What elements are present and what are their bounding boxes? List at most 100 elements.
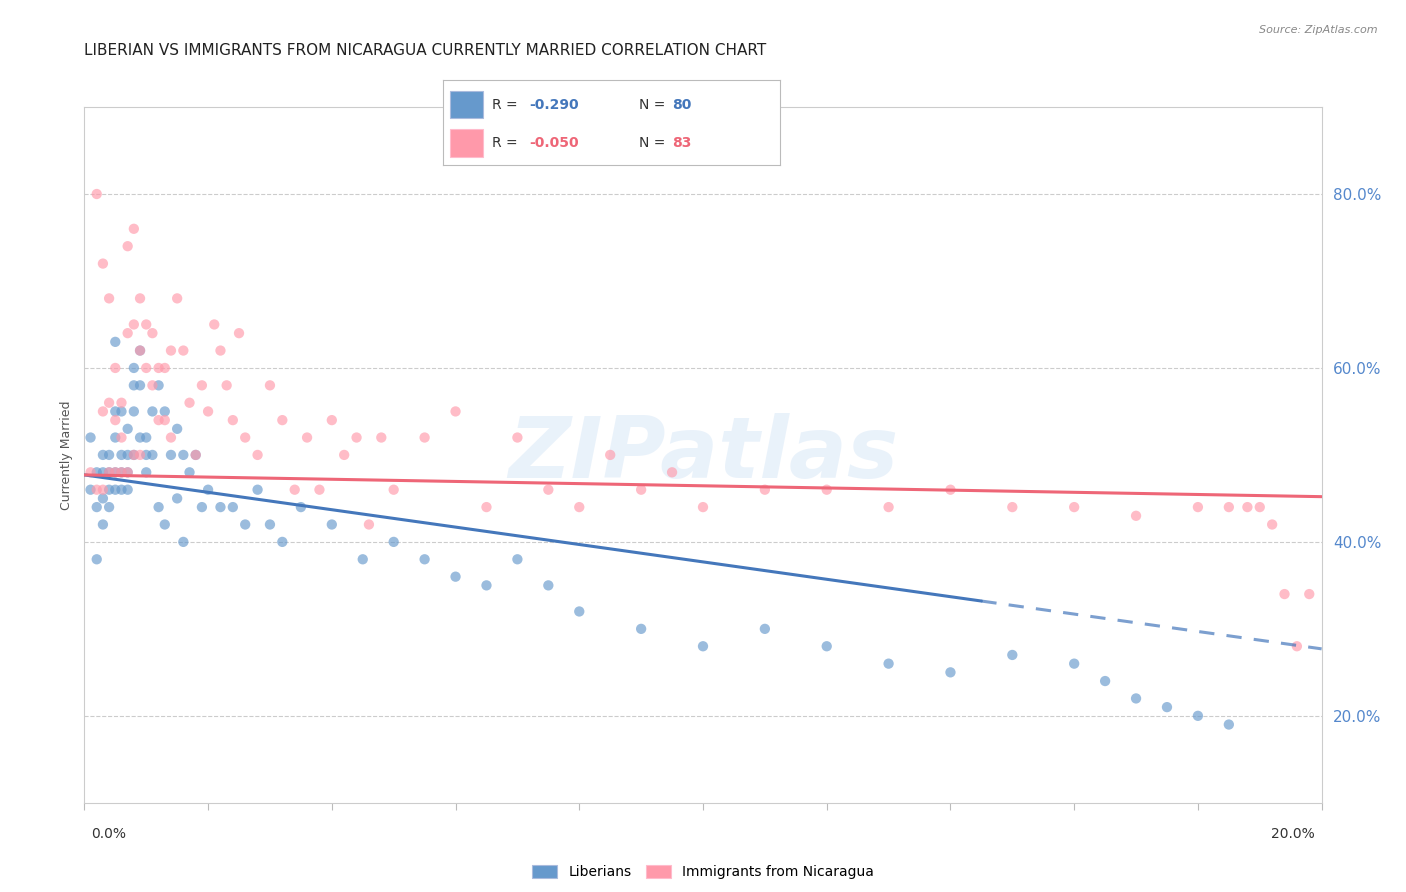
Point bbox=[568, 605, 591, 619]
Point bbox=[599, 448, 621, 462]
Point bbox=[246, 483, 269, 497]
Point bbox=[91, 517, 114, 532]
Point bbox=[537, 483, 560, 497]
Point bbox=[148, 413, 170, 427]
Point bbox=[122, 448, 145, 462]
Point bbox=[135, 360, 157, 375]
Point bbox=[1261, 517, 1284, 532]
Point bbox=[141, 326, 163, 340]
Point bbox=[122, 360, 145, 375]
Point bbox=[129, 448, 152, 462]
Point bbox=[202, 318, 225, 332]
Text: Source: ZipAtlas.com: Source: ZipAtlas.com bbox=[1260, 25, 1378, 35]
FancyBboxPatch shape bbox=[450, 91, 484, 119]
Point bbox=[104, 360, 127, 375]
Point bbox=[321, 413, 343, 427]
Point bbox=[1125, 508, 1147, 523]
Point bbox=[1001, 500, 1024, 514]
Point bbox=[110, 466, 132, 480]
Point bbox=[104, 413, 127, 427]
Point bbox=[357, 517, 380, 532]
Point bbox=[104, 483, 127, 497]
Point bbox=[86, 500, 108, 514]
Point bbox=[179, 466, 201, 480]
Text: 0.0%: 0.0% bbox=[91, 827, 127, 841]
Point bbox=[352, 552, 374, 566]
Point bbox=[91, 257, 114, 271]
Point bbox=[98, 466, 121, 480]
Point bbox=[191, 378, 214, 392]
Point bbox=[179, 395, 201, 409]
Point bbox=[1001, 648, 1024, 662]
Point bbox=[1125, 691, 1147, 706]
Point bbox=[1187, 708, 1209, 723]
Point bbox=[382, 483, 405, 497]
Point bbox=[117, 466, 139, 480]
Point bbox=[259, 517, 281, 532]
Point bbox=[1274, 587, 1296, 601]
Point bbox=[117, 448, 139, 462]
Point bbox=[110, 448, 132, 462]
Point bbox=[209, 343, 232, 358]
Point bbox=[86, 552, 108, 566]
Point bbox=[246, 448, 269, 462]
Point bbox=[153, 404, 176, 418]
Point bbox=[815, 483, 838, 497]
Point bbox=[209, 500, 232, 514]
Point bbox=[259, 378, 281, 392]
Point bbox=[506, 552, 529, 566]
Point bbox=[98, 291, 121, 305]
Legend: Liberians, Immigrants from Nicaragua: Liberians, Immigrants from Nicaragua bbox=[533, 865, 873, 880]
Point bbox=[413, 430, 436, 444]
Point bbox=[91, 466, 114, 480]
Text: N =: N = bbox=[638, 136, 669, 150]
Point bbox=[939, 483, 962, 497]
Point bbox=[122, 318, 145, 332]
Point bbox=[1218, 500, 1240, 514]
Point bbox=[141, 448, 163, 462]
Point bbox=[104, 466, 127, 480]
Point bbox=[370, 430, 392, 444]
Point bbox=[110, 430, 132, 444]
Point bbox=[135, 318, 157, 332]
Point bbox=[153, 517, 176, 532]
Point bbox=[79, 466, 101, 480]
Point bbox=[129, 378, 152, 392]
Point bbox=[148, 360, 170, 375]
Point bbox=[333, 448, 356, 462]
Text: N =: N = bbox=[638, 98, 669, 112]
Point bbox=[1236, 500, 1258, 514]
Point bbox=[91, 491, 114, 506]
Point bbox=[233, 517, 256, 532]
Point bbox=[413, 552, 436, 566]
Point bbox=[79, 430, 101, 444]
Point bbox=[104, 334, 127, 349]
Point bbox=[135, 430, 157, 444]
Point bbox=[98, 483, 121, 497]
Point bbox=[129, 430, 152, 444]
Text: R =: R = bbox=[492, 136, 522, 150]
Point bbox=[271, 534, 294, 549]
Point bbox=[877, 657, 900, 671]
Point bbox=[122, 448, 145, 462]
Point bbox=[475, 500, 498, 514]
Point bbox=[475, 578, 498, 592]
Point bbox=[166, 422, 188, 436]
Point bbox=[290, 500, 312, 514]
Point bbox=[271, 413, 294, 427]
Point bbox=[98, 448, 121, 462]
Point bbox=[110, 395, 132, 409]
Point bbox=[754, 622, 776, 636]
Point bbox=[172, 343, 194, 358]
Point bbox=[86, 186, 108, 201]
Point bbox=[661, 466, 683, 480]
Point bbox=[172, 534, 194, 549]
Point bbox=[1249, 500, 1271, 514]
Point bbox=[284, 483, 307, 497]
Point bbox=[295, 430, 318, 444]
Text: R =: R = bbox=[492, 98, 522, 112]
Point bbox=[815, 639, 838, 653]
Point bbox=[153, 413, 176, 427]
Point bbox=[117, 422, 139, 436]
Point bbox=[1187, 500, 1209, 514]
